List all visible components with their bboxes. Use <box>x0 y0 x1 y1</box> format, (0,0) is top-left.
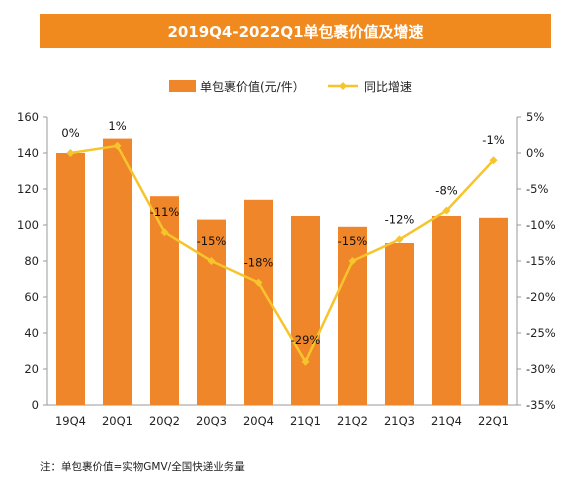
x-tick-label: 21Q2 <box>337 414 368 428</box>
right-tick-label: -30% <box>526 362 556 376</box>
chart-title-banner: 2019Q4-2022Q1单包裹价值及增速 <box>40 14 551 48</box>
line-point <box>348 257 357 265</box>
data-labels: 0% 1% -11% -15% -18% -29% -15% -12% -8% -1% <box>61 119 504 347</box>
line-point <box>395 235 404 244</box>
chart-title: 2019Q4-2022Q1单包裹价值及增速 <box>167 22 424 41</box>
bar <box>244 199 273 405</box>
legend-label-line: 同比增速 <box>364 80 412 94</box>
bar <box>385 243 414 405</box>
bar <box>479 217 508 405</box>
legend: 单包裹价值(元/件） 同比增速 <box>169 79 412 94</box>
bar-series <box>56 138 508 405</box>
left-tick-label: 140 <box>17 146 39 160</box>
line-point <box>207 257 216 265</box>
data-label: -8% <box>435 184 457 198</box>
left-tick-label: 100 <box>17 218 39 232</box>
line-point <box>66 149 75 157</box>
x-tick-label: 19Q4 <box>55 414 86 428</box>
line-point <box>301 357 310 366</box>
line-point <box>254 278 263 287</box>
right-tick-label: 5% <box>526 110 544 124</box>
bar <box>291 216 320 405</box>
growth-line <box>70 144 495 364</box>
x-tick-label: 21Q1 <box>290 414 321 428</box>
data-label: -11% <box>150 205 180 219</box>
x-tick-label: 20Q3 <box>196 414 227 428</box>
x-tick-label: 22Q1 <box>478 414 509 428</box>
bar <box>103 138 132 405</box>
data-label: -12% <box>385 212 415 226</box>
data-label: 1% <box>108 119 126 133</box>
left-tick-label: 160 <box>17 110 39 124</box>
line-point <box>160 228 169 237</box>
data-label: -15% <box>197 234 227 248</box>
bar <box>197 219 226 405</box>
line-point <box>442 206 451 215</box>
data-label: 0% <box>61 126 79 140</box>
right-tick-label: -35% <box>526 398 556 412</box>
data-label: -29% <box>291 333 321 347</box>
bar <box>338 226 367 405</box>
line-point <box>113 141 122 150</box>
bar <box>432 216 461 405</box>
left-tick-label: 0 <box>32 398 39 412</box>
x-tick-label: 21Q4 <box>431 414 462 428</box>
data-label: -18% <box>244 256 274 270</box>
axes: 0 20 40 60 80 100 120 140 160 5% 0% -5% -10% -15% -20%… <box>17 110 556 428</box>
right-tick-label: -25% <box>526 326 556 340</box>
right-tick-label: 0% <box>526 146 544 160</box>
data-label: -1% <box>482 133 504 147</box>
legend-swatch-bar <box>169 80 196 92</box>
legend-label-bar: 单包裹价值(元/件） <box>200 79 305 94</box>
footnote: 注：单包裹价值=实物GMV/全国快递业务量 <box>40 461 245 473</box>
left-tick-label: 40 <box>24 326 39 340</box>
bar <box>56 153 85 405</box>
x-tick-label: 20Q4 <box>243 414 274 428</box>
data-label: -15% <box>338 234 368 248</box>
left-tick-label: 20 <box>24 362 39 376</box>
legend-marker <box>339 82 347 90</box>
left-tick-label: 60 <box>24 290 39 304</box>
line-series <box>66 141 498 366</box>
right-tick-label: -5% <box>526 182 548 196</box>
line-point <box>489 156 498 165</box>
right-tick-label: -15% <box>526 254 556 268</box>
x-tick-label: 20Q2 <box>149 414 180 428</box>
bar <box>150 196 179 405</box>
right-tick-label: -20% <box>526 290 556 304</box>
right-tick-label: -10% <box>526 218 556 232</box>
left-tick-label: 120 <box>17 182 39 196</box>
x-tick-label: 21Q3 <box>384 414 415 428</box>
x-tick-label: 20Q1 <box>102 414 133 428</box>
left-tick-label: 80 <box>24 254 39 268</box>
